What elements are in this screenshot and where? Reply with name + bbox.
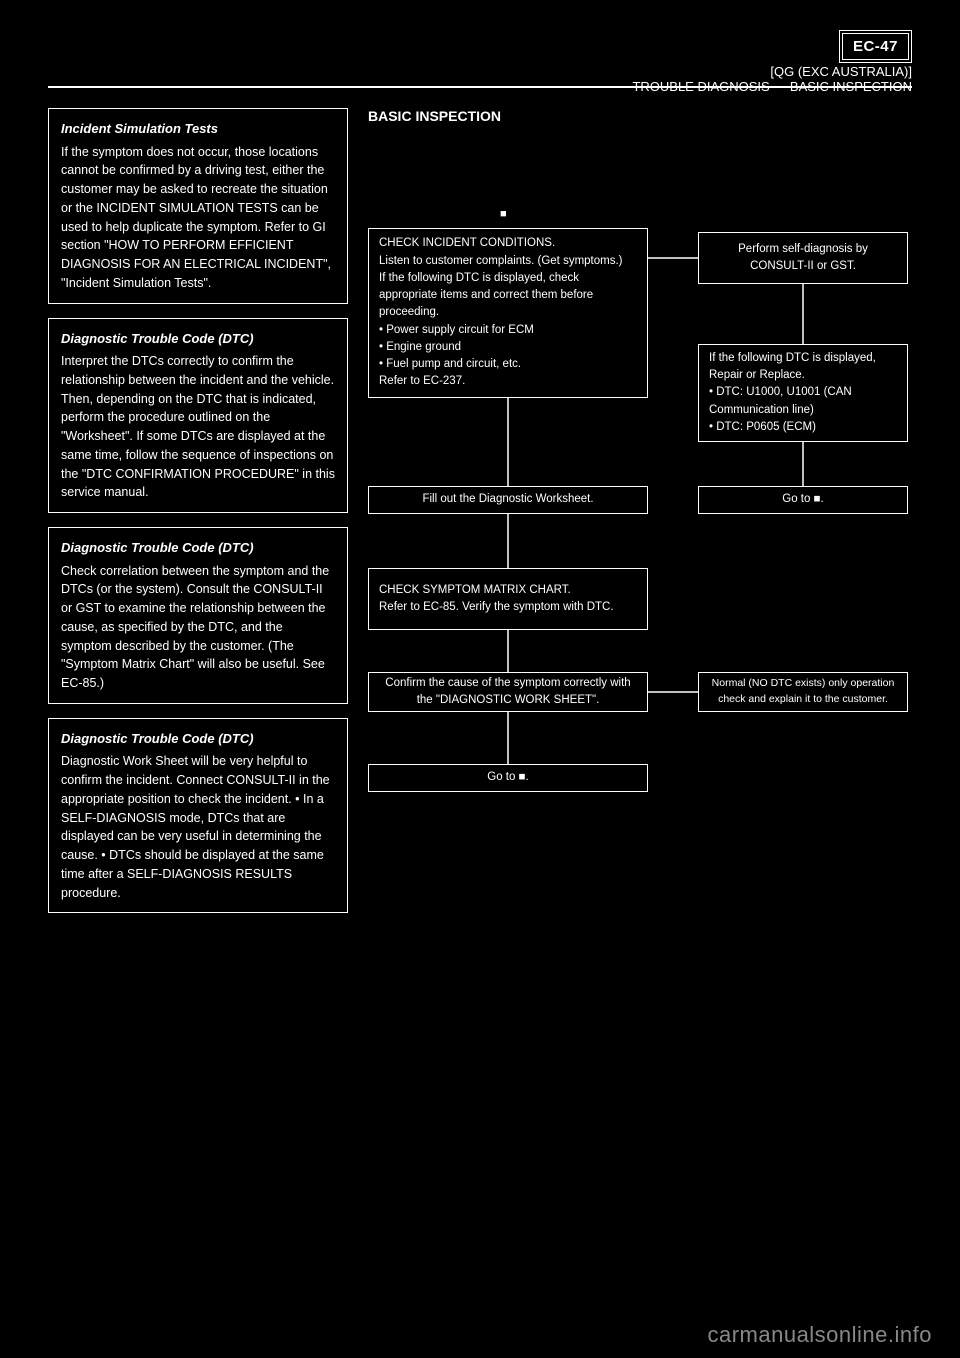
flow-box-1-l0: CHECK INCIDENT CONDITIONS. [379, 235, 555, 252]
header-sub-2: TROUBLE DIAGNOSIS — BASIC INSPECTION [632, 79, 912, 94]
panel-4-title: Diagnostic Trouble Code (DTC) [61, 729, 335, 749]
flow-box-1-l4: • Engine ground [379, 339, 461, 356]
flow-box-4: Fill out the Diagnostic Worksheet. [368, 486, 648, 514]
flow-box-7: Go to ■. [368, 764, 648, 792]
flow-label-a: ■ [500, 208, 507, 220]
panel-1-body: If the symptom does not occur, those loc… [61, 143, 335, 293]
flow-box-6-text: Confirm the cause of the symptom correct… [379, 675, 637, 710]
watermark: carmanualsonline.info [707, 1322, 932, 1348]
panel-1-title: Incident Simulation Tests [61, 119, 335, 139]
flow-box-6r-text: Normal (NO DTC exists) only operation ch… [709, 676, 897, 708]
header-right: EC-47 [839, 30, 912, 63]
header-sub-1: [QG (EXC AUSTRALIA)] [770, 64, 912, 79]
left-column: Incident Simulation Tests If the symptom… [48, 108, 348, 927]
flow-box-1-l2: If the following DTC is displayed, check… [379, 270, 637, 322]
panel-4-body: Diagnostic Work Sheet will be very helpf… [61, 752, 335, 902]
panel-2: Diagnostic Trouble Code (DTC) Interpret … [48, 318, 348, 514]
panel-2-title: Diagnostic Trouble Code (DTC) [61, 329, 335, 349]
flow-box-1-l6: Refer to EC-237. [379, 373, 465, 390]
flow-box-1-l1: Listen to customer complaints. (Get symp… [379, 253, 623, 270]
flow-box-3r-text: Go to ■. [782, 491, 823, 508]
flow-box-1: CHECK INCIDENT CONDITIONS. Listen to cus… [368, 228, 648, 398]
flow-box-1-l5: • Fuel pump and circuit, etc. [379, 356, 521, 373]
flow-title: BASIC INSPECTION [368, 108, 912, 124]
flow-box-1-l3: • Power supply circuit for ECM [379, 322, 534, 339]
panel-2-body: Interpret the DTCs correctly to confirm … [61, 352, 335, 502]
panel-3-body: Check correlation between the symptom an… [61, 562, 335, 693]
flow-box-5: CHECK SYMPTOM MATRIX CHART. Refer to EC-… [368, 568, 648, 630]
panel-1: Incident Simulation Tests If the symptom… [48, 108, 348, 304]
flow-box-2r: If the following DTC is displayed, Repai… [698, 344, 908, 442]
flow-box-5-l0: CHECK SYMPTOM MATRIX CHART. [379, 582, 571, 599]
panel-3-title: Diagnostic Trouble Code (DTC) [61, 538, 335, 558]
flow-box-1r-text: Perform self-diagnosis by CONSULT-II or … [709, 241, 897, 276]
page-number-badge: EC-47 [839, 30, 912, 63]
flow-box-7-text: Go to ■. [487, 769, 528, 786]
flow-box-5-l1: Refer to EC-85. Verify the symptom with … [379, 599, 614, 616]
flow-box-4-text: Fill out the Diagnostic Worksheet. [422, 491, 593, 508]
panel-4: Diagnostic Trouble Code (DTC) Diagnostic… [48, 718, 348, 914]
panel-3: Diagnostic Trouble Code (DTC) Check corr… [48, 527, 348, 704]
flow-box-6r: Normal (NO DTC exists) only operation ch… [698, 672, 908, 712]
flow-box-1r: Perform self-diagnosis by CONSULT-II or … [698, 232, 908, 284]
flow-box-6: Confirm the cause of the symptom correct… [368, 672, 648, 712]
flow-box-2r-l0: If the following DTC is displayed, Repai… [709, 350, 897, 385]
page-header: EC-47 [QG (EXC AUSTRALIA)] TROUBLE DIAGN… [48, 30, 912, 88]
flow-box-2r-l2: • DTC: P0605 (ECM) [709, 419, 816, 436]
header-subtitle: [QG (EXC AUSTRALIA)] TROUBLE DIAGNOSIS —… [632, 64, 912, 94]
flow-box-2r-l1: • DTC: U1000, U1001 (CAN Communication l… [709, 384, 897, 419]
flow-box-3r: Go to ■. [698, 486, 908, 514]
flowchart: BASIC INSPECTION CHECK INCIDENT CONDITIO… [368, 108, 912, 154]
